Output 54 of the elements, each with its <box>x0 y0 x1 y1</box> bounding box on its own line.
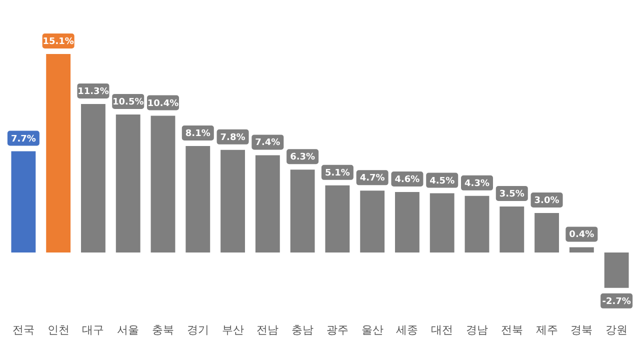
data-label: 5.1% <box>324 168 350 178</box>
x-tick-label: 울산 <box>361 324 384 336</box>
x-tick-label: 광주 <box>326 324 348 336</box>
x-tick-label: 충북 <box>152 324 174 336</box>
data-label: 4.6% <box>394 174 420 185</box>
data-label: 10.4% <box>147 98 179 109</box>
x-tick-label: 제주 <box>536 324 558 336</box>
bar <box>116 114 140 252</box>
x-tick-label: 강원 <box>606 324 628 336</box>
bar <box>395 192 420 252</box>
data-label: 6.3% <box>290 152 316 163</box>
data-label: 3.5% <box>499 189 524 200</box>
bar <box>186 146 210 252</box>
data-label: 7.8% <box>220 132 246 143</box>
x-tick-label: 대구 <box>82 324 104 336</box>
data-label: 4.5% <box>430 176 455 186</box>
x-tick-label: 경남 <box>466 324 488 336</box>
data-label: 8.1% <box>185 128 210 139</box>
bar <box>569 247 594 252</box>
x-tick-label: 인천 <box>47 324 70 336</box>
bar <box>360 190 385 252</box>
data-label: -2.7% <box>602 296 631 307</box>
x-tick-label: 전국 <box>12 324 34 336</box>
data-label: 10.5% <box>112 97 144 108</box>
bar <box>220 150 245 252</box>
data-label: 4.3% <box>464 178 490 189</box>
bar <box>81 104 106 252</box>
bar <box>150 116 176 252</box>
data-label: 7.4% <box>255 138 280 148</box>
x-tick-label: 서울 <box>117 324 140 336</box>
data-label: 0.4% <box>569 230 594 240</box>
bar <box>255 155 280 252</box>
bar <box>430 193 454 252</box>
data-label: 3.0% <box>534 196 560 206</box>
bar <box>46 54 71 252</box>
bar <box>464 196 490 252</box>
bar <box>604 252 629 288</box>
x-tick-label: 대전 <box>431 324 454 336</box>
bar <box>500 206 524 252</box>
data-label: 15.1% <box>42 37 74 47</box>
x-tick-label: 세종 <box>396 324 418 336</box>
x-tick-label: 충남 <box>292 324 314 336</box>
bar <box>290 170 315 252</box>
x-tick-label: 경북 <box>570 324 593 336</box>
bar <box>534 213 559 252</box>
data-label: 11.3% <box>78 86 109 97</box>
bar <box>11 151 36 252</box>
bar <box>325 185 350 252</box>
x-tick-label: 전북 <box>500 324 523 336</box>
x-tick-label: 부산 <box>222 324 244 336</box>
data-label: 7.7% <box>10 134 36 144</box>
data-label: 4.7% <box>360 174 385 184</box>
x-tick-label: 경기 <box>186 324 209 336</box>
x-tick-label: 전남 <box>256 324 279 336</box>
